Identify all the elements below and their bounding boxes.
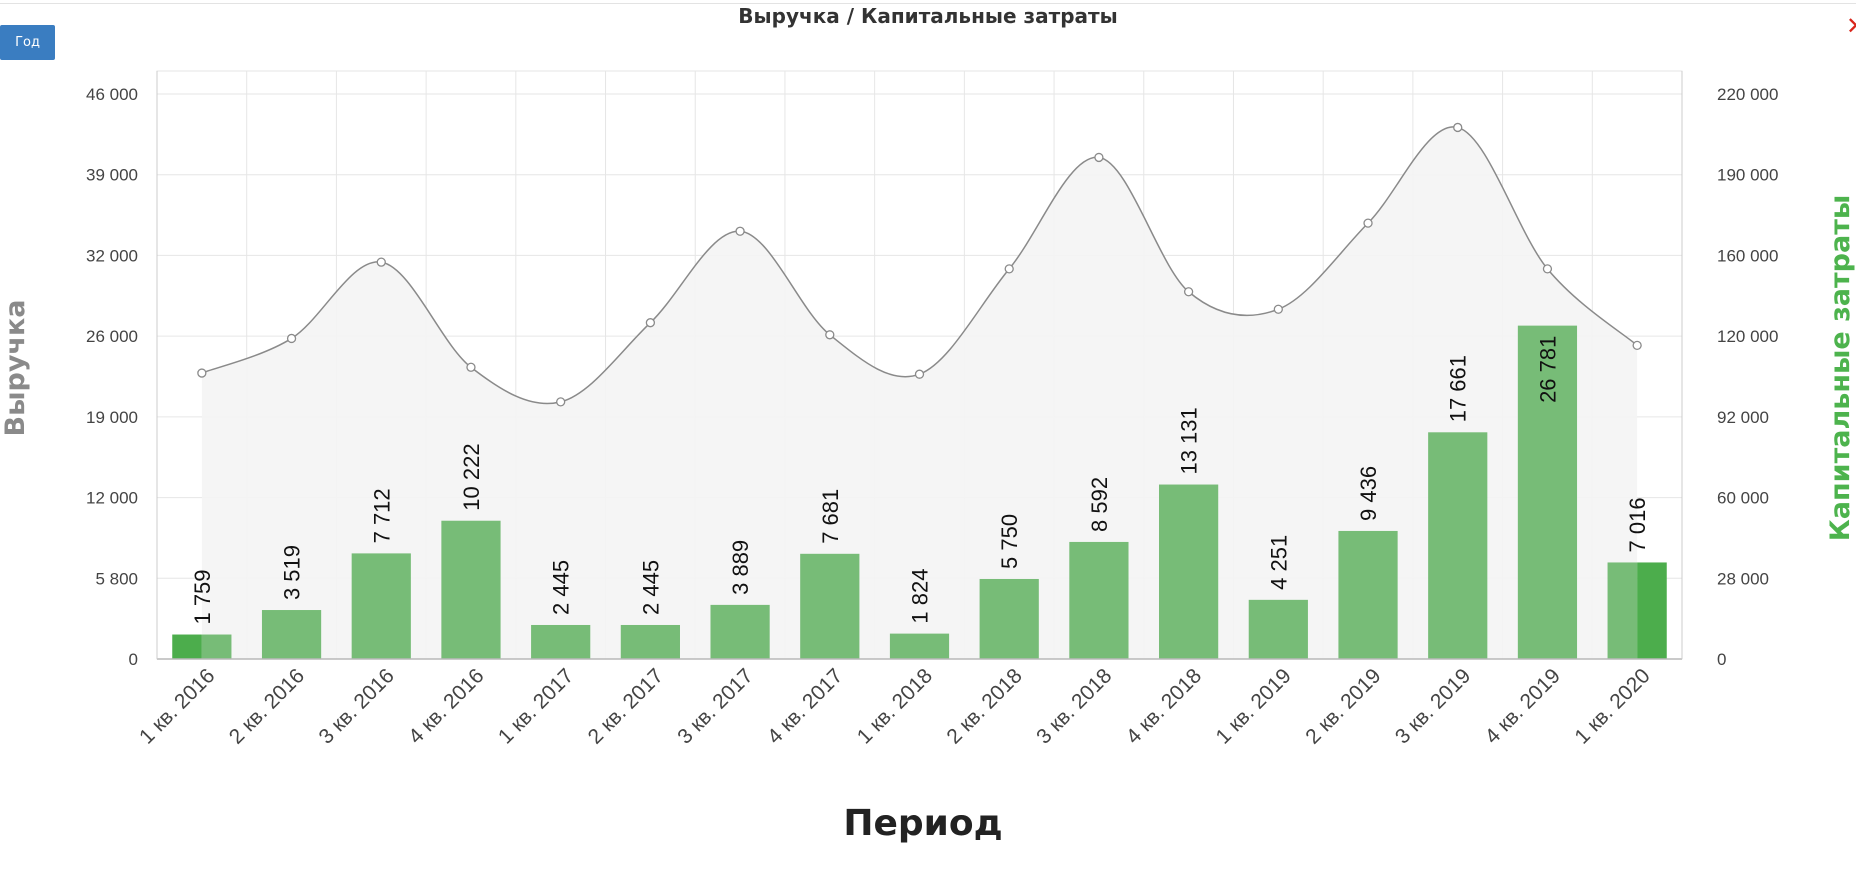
y-tick-label-left: 32 000: [86, 246, 138, 265]
x-tick-label: 3 кв. 2019: [1391, 664, 1475, 748]
line-point: [376, 257, 386, 267]
close-icon[interactable]: ✕: [1846, 14, 1856, 38]
x-tick-label: 1 кв. 2016: [135, 664, 219, 748]
line-point: [735, 226, 745, 236]
bar: [620, 624, 680, 659]
chart-title: Выручка / Капитальные затраты: [738, 4, 1118, 28]
x-tick-label: 1 кв. 2018: [853, 664, 937, 748]
bar-series: [172, 325, 1667, 659]
line-point: [1453, 122, 1463, 133]
y-tick-label-left: 0: [129, 650, 138, 669]
y-tick-label-right: 190 000: [1717, 166, 1778, 185]
y-tick-label-right: 92 000: [1717, 408, 1769, 427]
bar: [531, 624, 591, 659]
x-tick-label: 4 кв. 2019: [1481, 664, 1565, 748]
line-point: [197, 368, 207, 378]
x-tick-label: 1 кв. 2020: [1570, 664, 1654, 748]
y-tick-label-left: 39 000: [86, 166, 138, 185]
top-divider: [0, 3, 1856, 4]
data-labels: 1 759 3 519 7 712 10 222 2 445 2 445 3 889 7 68…: [190, 336, 1650, 625]
line-point: [1542, 264, 1553, 274]
bar-data-label: 10 222: [459, 443, 484, 510]
x-tick-label: 3 кв. 2016: [314, 664, 398, 748]
line-point: [556, 397, 566, 407]
y-axis-title-left: Выручка: [0, 299, 31, 436]
x-tick-label: 4 кв. 2016: [404, 664, 488, 748]
revenue-area: [201, 126, 1638, 659]
line-point: [466, 362, 476, 372]
bar: [1607, 562, 1638, 659]
y-tick-label-left: 26 000: [86, 327, 138, 346]
bar-data-label: 26 781: [1535, 336, 1560, 403]
y-tick-label-left: 12 000: [86, 489, 138, 508]
bar-data-label: 13 131: [1177, 407, 1202, 474]
bar: [201, 634, 232, 659]
x-tick-label: 4 кв. 2018: [1122, 664, 1206, 748]
bar: [1159, 484, 1219, 659]
x-tick-label: 3 кв. 2018: [1032, 664, 1116, 748]
bar-data-label: 17 661: [1446, 355, 1471, 422]
bar-data-label: 9 436: [1356, 466, 1381, 521]
y-tick-label-right: 120 000: [1717, 327, 1778, 346]
bar-data-label: 7 712: [369, 488, 394, 543]
bar: [172, 634, 202, 659]
x-tick-label: 2 кв. 2017: [584, 664, 668, 748]
line-point: [1632, 340, 1642, 351]
x-tick-label: 4 кв. 2017: [763, 664, 847, 748]
line-point: [645, 318, 656, 328]
x-tick-label: 1 кв. 2019: [1212, 664, 1296, 748]
bar: [1069, 541, 1129, 659]
x-tick-label: 2 кв. 2018: [942, 664, 1026, 748]
bar-data-label: 1 759: [190, 569, 215, 624]
x-tick-label: 3 кв. 2017: [673, 664, 757, 748]
bar-data-label: 7 681: [818, 489, 843, 544]
y-tick-label-right: 160 000: [1717, 246, 1778, 265]
bar: [351, 553, 411, 659]
y-tick-label-right: 0: [1717, 650, 1726, 669]
bar-data-label: 8 592: [1087, 477, 1112, 532]
bar: [261, 610, 322, 659]
y-tick-label-left: 46 000: [86, 85, 138, 104]
x-tick-label: 1 кв. 2017: [494, 664, 578, 748]
bar-data-label: 5 750: [997, 514, 1022, 569]
line-point: [1183, 287, 1194, 297]
bar: [889, 633, 950, 659]
y-tick-label-right: 220 000: [1717, 85, 1778, 104]
bar-data-label: 2 445: [638, 560, 663, 615]
y-axis-title-right: Капитальные затраты: [1825, 195, 1856, 542]
y-tick-label-left: 5 800: [95, 569, 138, 588]
line-point: [1004, 264, 1014, 274]
x-tick-label: 2 кв. 2016: [225, 664, 309, 748]
x-axis-title: Период: [843, 803, 1002, 844]
line-point: [1273, 304, 1283, 314]
y-tick-label-right: 60 000: [1717, 489, 1769, 508]
bar-data-label: 7 016: [1625, 497, 1650, 552]
bar: [1428, 432, 1488, 659]
bar-data-label: 3 519: [280, 545, 305, 600]
bar: [979, 578, 1039, 659]
period-year-button[interactable]: Год: [0, 25, 55, 60]
bar: [1517, 325, 1578, 659]
bar: [441, 520, 501, 659]
line-points: [197, 122, 1642, 407]
bar: [1338, 530, 1398, 659]
bar: [800, 553, 860, 659]
revenue-line: [201, 126, 1638, 405]
y-tick-label-left: 19 000: [86, 408, 138, 427]
line-point: [1363, 218, 1373, 228]
bar-data-label: 1 824: [908, 569, 933, 624]
bar: [1248, 599, 1308, 659]
line-point: [286, 333, 297, 344]
bar-data-label: 3 889: [728, 540, 753, 595]
bar-data-label: 2 445: [549, 560, 574, 615]
line-point: [914, 369, 925, 379]
bar: [710, 604, 770, 659]
line-point: [825, 330, 835, 340]
y-tick-label-right: 28 000: [1717, 569, 1769, 588]
x-tick-label: 2 кв. 2019: [1301, 664, 1385, 748]
line-point: [1094, 152, 1104, 163]
bar-data-label: 4 251: [1266, 535, 1291, 590]
bar: [1637, 562, 1667, 659]
